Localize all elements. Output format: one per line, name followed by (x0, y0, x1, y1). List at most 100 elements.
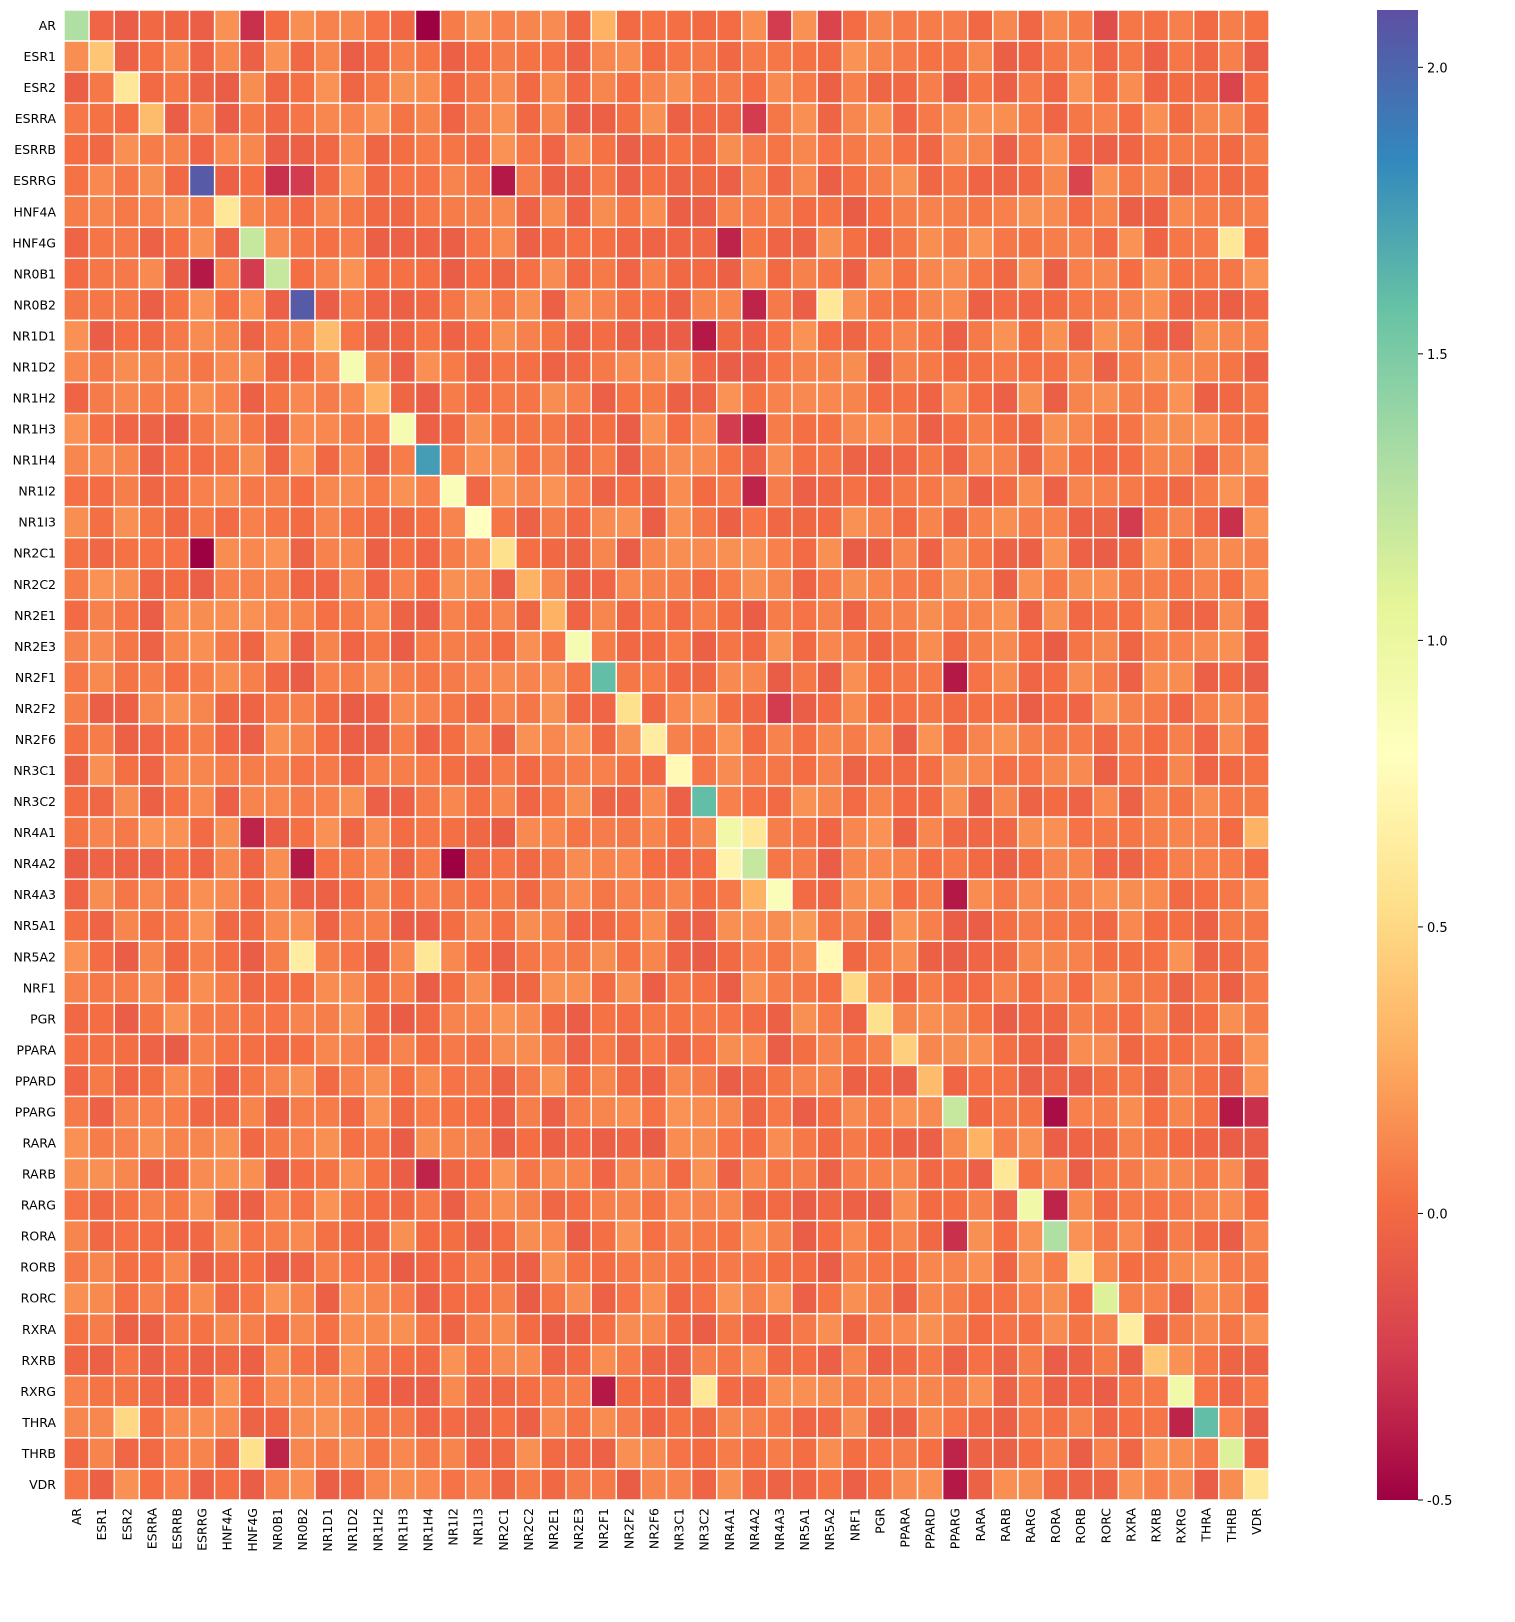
heatmap-cell (414, 505, 442, 539)
heatmap-cell (690, 226, 718, 260)
heatmap-cell (766, 723, 793, 756)
heatmap-cell (113, 1282, 141, 1315)
heatmap-cell (1067, 878, 1094, 911)
heatmap-cell (213, 133, 241, 166)
heatmap-cell (163, 1437, 191, 1470)
heatmap-cell (213, 909, 241, 942)
heatmap-cell (239, 319, 266, 353)
heatmap-cell (866, 350, 894, 384)
heatmap-cell (339, 1002, 366, 1036)
x-tick-label: RORA (1048, 1508, 1063, 1544)
heatmap-cell (640, 661, 668, 694)
heatmap-cell (690, 1002, 718, 1036)
heatmap-cell (464, 1095, 492, 1129)
heatmap-cell (1167, 878, 1195, 911)
heatmap-cell (690, 1250, 718, 1284)
heatmap-cell (264, 1126, 291, 1160)
heatmap-cell (916, 412, 944, 446)
heatmap-cell (741, 599, 768, 632)
heatmap-cell (138, 133, 166, 166)
heatmap-cell (364, 816, 392, 849)
heatmap-cell (239, 71, 266, 104)
heatmap-cell (841, 568, 869, 601)
heatmap-cell (1243, 443, 1270, 477)
heatmap-cell (690, 1468, 718, 1501)
y-tick-label: RORA (21, 1229, 57, 1244)
heatmap-cell (1218, 692, 1245, 725)
heatmap-cell (439, 1437, 467, 1470)
heatmap-cell (891, 226, 919, 260)
heatmap-cell (1218, 9, 1245, 42)
heatmap-cell (816, 754, 843, 787)
heatmap-cell (113, 412, 141, 446)
heatmap-cell (565, 381, 592, 415)
heatmap-cell (967, 1468, 994, 1501)
heatmap-cell (364, 754, 392, 787)
heatmap-cell (1243, 971, 1270, 1005)
heatmap-cell (213, 40, 241, 73)
heatmap-cell (1042, 133, 1069, 166)
y-tick-label: ESRRG (13, 173, 56, 188)
heatmap-cell (992, 474, 1019, 508)
heatmap-cell (364, 474, 392, 508)
heatmap-cell (640, 878, 668, 911)
heatmap-cell (941, 195, 969, 228)
heatmap-cell (1243, 195, 1270, 228)
heatmap-cell (414, 1437, 442, 1470)
heatmap-cell (389, 474, 417, 508)
heatmap-cell (690, 1033, 718, 1067)
heatmap-cell (88, 1282, 115, 1315)
heatmap-cell (1167, 319, 1195, 353)
heatmap-cell (138, 40, 166, 73)
heatmap-cell (967, 412, 994, 446)
heatmap-cell (1167, 133, 1195, 166)
heatmap-cell (414, 195, 442, 228)
heatmap-cell (515, 878, 542, 911)
heatmap-cell (188, 971, 216, 1005)
heatmap-cell (540, 723, 567, 756)
heatmap-cell (314, 226, 341, 260)
heatmap-cell (63, 692, 90, 725)
heatmap-cell (891, 102, 919, 135)
heatmap-cell (264, 505, 291, 539)
heatmap-cell (289, 9, 316, 42)
heatmap-cell (967, 71, 994, 104)
heatmap-cell (716, 1002, 743, 1036)
heatmap-cell (138, 909, 166, 942)
heatmap-cell (992, 971, 1019, 1005)
heatmap-cell (264, 940, 291, 973)
heatmap-cell (314, 9, 341, 42)
heatmap-cell (464, 971, 492, 1005)
heatmap-cell (1192, 940, 1220, 973)
heatmap-cell (1142, 754, 1170, 787)
heatmap-cell (640, 816, 668, 849)
heatmap-cell (866, 692, 894, 725)
heatmap-cell (590, 1468, 617, 1501)
heatmap-cell (113, 381, 141, 415)
heatmap-cell (1117, 350, 1145, 384)
heatmap-cell (389, 971, 417, 1005)
heatmap-cell (916, 381, 944, 415)
heatmap-cell (264, 1437, 291, 1470)
heatmap-cell (1017, 1468, 1044, 1501)
heatmap-cell (791, 164, 818, 197)
heatmap-cell (264, 1468, 291, 1501)
heatmap-cell (1042, 971, 1069, 1005)
heatmap-cell (163, 195, 191, 228)
heatmap-cell (891, 1282, 919, 1315)
heatmap-cell (1017, 847, 1044, 880)
heatmap-cell (364, 785, 392, 818)
heatmap-cell (239, 1406, 266, 1439)
heatmap-cell (213, 568, 241, 601)
heatmap-cell (1218, 878, 1245, 911)
heatmap-cell (766, 1002, 793, 1036)
heatmap-cell (1017, 257, 1044, 291)
heatmap-cell (1092, 630, 1120, 663)
heatmap-cell (640, 537, 668, 570)
heatmap-cell (88, 754, 115, 787)
heatmap-cell (314, 102, 341, 135)
heatmap-cell (1067, 971, 1094, 1005)
heatmap-cell (364, 1219, 392, 1253)
heatmap-cell (690, 878, 718, 911)
heatmap-cell (1092, 133, 1120, 166)
